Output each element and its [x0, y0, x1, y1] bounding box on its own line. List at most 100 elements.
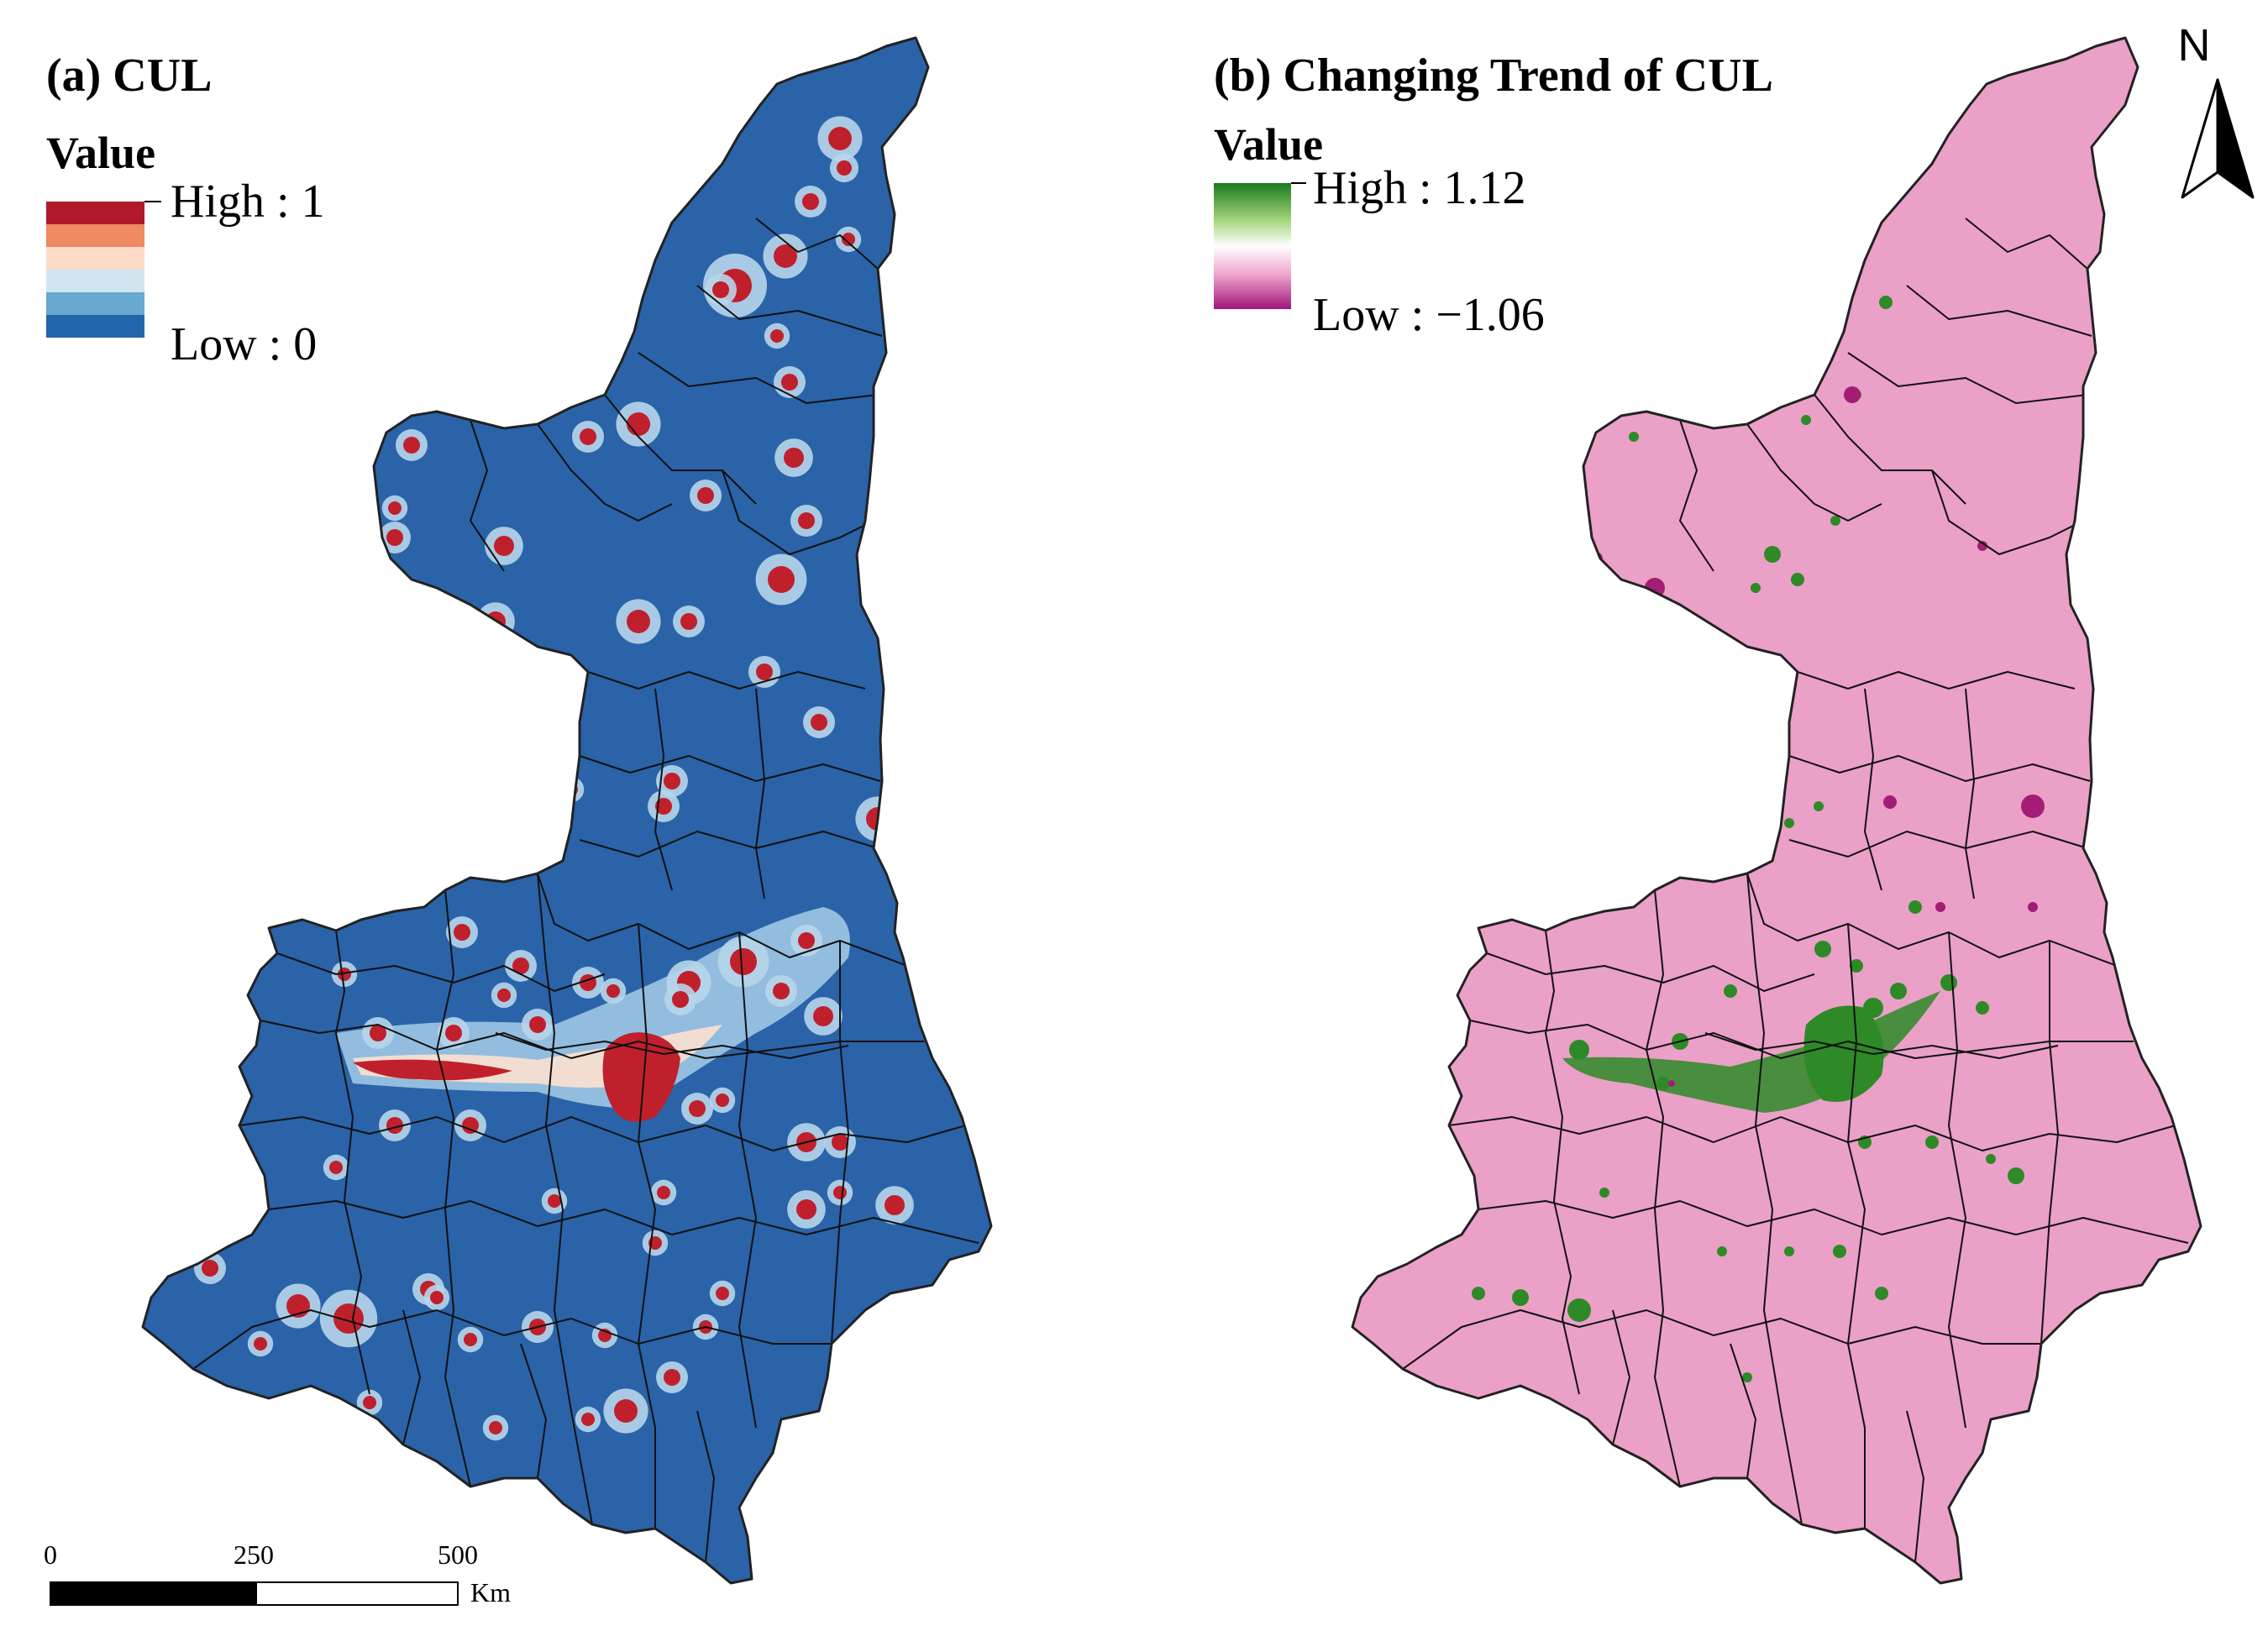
panel-a-hotspot	[664, 773, 680, 789]
panel-a-legend-swatch	[46, 270, 144, 292]
scale-tick-500: 500	[438, 1539, 478, 1570]
panel-a: (a) CUL Value High : 1 Low : 0	[46, 36, 993, 1585]
panel-a-hotspot	[689, 1100, 706, 1117]
panel-b-legend-ramp	[1214, 183, 1291, 309]
panel-b-decrease-patch	[1613, 655, 1630, 672]
panel-a-hotspot	[529, 1016, 546, 1033]
panel-a-hotspot	[802, 193, 819, 210]
scale-bar: 0 250 500 Km	[44, 1539, 511, 1607]
panel-b-increase-patch	[1278, 1505, 1292, 1518]
panel-b-increase-patch	[1569, 1040, 1589, 1060]
panel-a-hotspot	[655, 798, 672, 815]
panel-b-increase-patch	[1373, 1414, 1383, 1424]
panel-a-hotspot	[832, 1134, 848, 1151]
panel-b-decrease-patch	[2028, 902, 2038, 912]
panel-b-increase-patch	[1656, 1077, 1670, 1090]
panel-a-hotspot	[712, 281, 729, 298]
panel-a-hotspot	[813, 1006, 833, 1026]
panel-a-hotspot	[730, 948, 757, 975]
panel-a-hotspot	[386, 529, 403, 546]
panel-a-hotspot	[796, 1199, 816, 1219]
panel-b-increase-patch	[1903, 130, 1911, 139]
panel-b-increase-patch	[1801, 415, 1811, 425]
panel-a-hotspot	[497, 989, 511, 1002]
panel-a-hotspot	[388, 501, 402, 515]
panel-b-increase-patch	[1863, 998, 1883, 1018]
panel-a-hotspot	[329, 1161, 343, 1174]
panel-a-hotspot	[798, 932, 815, 949]
panel-b-increase-patch	[1875, 1287, 1888, 1300]
panel-b-decrease-patch	[1935, 902, 1945, 912]
panel-a-hotspot	[333, 1303, 364, 1334]
north-arrow-right-half	[2216, 78, 2255, 199]
panel-a-hotspot	[606, 984, 620, 998]
panel-b-increase-patch	[1908, 900, 1922, 914]
panel-a-hotspot	[672, 991, 689, 1008]
panel-a-hotspot	[445, 1025, 462, 1041]
panel-a-legend-swatch	[46, 224, 144, 247]
panel-b-increase-patch	[1567, 1298, 1591, 1322]
panel-a-hotspot	[386, 1117, 403, 1134]
panel-a-hotspot	[756, 663, 773, 680]
panel-b-increase-patch	[1512, 1289, 1529, 1306]
panel-a-hotspot	[627, 610, 650, 633]
panel-b-increase-patch	[1833, 1245, 1846, 1258]
panel-a-legend-title: Value	[46, 128, 155, 178]
panel-a-map	[141, 36, 993, 1585]
panel-a-legend-swatch	[46, 247, 144, 270]
panel-a-hotspot	[784, 448, 804, 468]
panel-b: (b) Changing Trend of CUL Value High : 1…	[1214, 36, 2202, 1585]
panel-a-hotspot	[657, 1186, 670, 1199]
panel-a-hotspot	[581, 1413, 595, 1426]
panel-a-legend-low-label: Low : 0	[171, 318, 317, 370]
panel-b-xian-increase	[1803, 1005, 1884, 1102]
panel-a-hotspot	[774, 244, 797, 268]
north-arrow-label: N	[2178, 20, 2211, 71]
panel-b-increase-patch	[1814, 941, 1831, 957]
panel-b-increase-patch	[1976, 1001, 1989, 1015]
panel-a-hotspot	[202, 1260, 218, 1277]
panel-b-increase-patch	[1776, 348, 1786, 358]
panel-b-increase-patch	[1448, 1213, 1458, 1223]
panel-a-hotspot	[781, 374, 798, 391]
panel-a-hotspot	[828, 127, 852, 150]
panel-b-legend-title: Value	[1214, 119, 1323, 170]
panel-a-hotspot-halo	[558, 776, 585, 803]
panel-b-decrease-patch	[2021, 795, 2045, 818]
panel-b-increase-patch	[1784, 1246, 1794, 1256]
panel-a-hotspot	[580, 428, 596, 445]
panel-b-increase-patch	[1717, 1246, 1727, 1256]
panel-a-hotspot	[811, 714, 827, 731]
panel-a-hotspot	[462, 1117, 479, 1134]
scale-bar-white-segment	[255, 1581, 459, 1606]
panel-a-hotspot	[254, 1337, 267, 1350]
panel-a-hotspot	[464, 1333, 477, 1346]
panel-a-hotspot	[842, 233, 855, 246]
panel-b-increase-patch	[1986, 1154, 1996, 1164]
panel-b-increase-patch	[1472, 1287, 1485, 1300]
north-arrow-left-half	[2181, 78, 2219, 199]
panel-a-hotspot	[512, 957, 529, 974]
panel-b-decrease-patch	[1977, 541, 1987, 551]
panel-b-increase-patch	[1784, 818, 1794, 828]
panel-b-increase-patch	[2008, 1167, 2024, 1184]
panel-b-increase-patch	[1629, 432, 1639, 442]
panel-b-increase-patch	[1860, 176, 1870, 186]
panel-a-hotspot	[837, 160, 852, 176]
panel-b-legend-low-label: Low : −1.06	[1313, 289, 1545, 341]
panel-b-decrease-patch	[1707, 665, 1720, 679]
panel-a-legend-high-label: High : 1	[171, 176, 325, 228]
scale-bar-unit: Km	[470, 1577, 511, 1607]
panel-a-urban-strip	[353, 1059, 512, 1081]
panel-a-legend-ramp	[46, 202, 144, 338]
panel-a-hotspot	[716, 1093, 729, 1107]
panel-a-hotspot	[833, 1186, 847, 1199]
panel-b-increase-patch	[1751, 583, 1761, 593]
panel-a-hotspots	[194, 116, 914, 1441]
panel-b-map	[1278, 36, 2202, 1585]
panel-b-increase-patch	[1764, 546, 1781, 563]
panel-b-increase-patch	[1791, 573, 1804, 586]
scale-tick-250: 250	[234, 1539, 274, 1570]
panel-a-legend-swatch	[46, 202, 144, 224]
